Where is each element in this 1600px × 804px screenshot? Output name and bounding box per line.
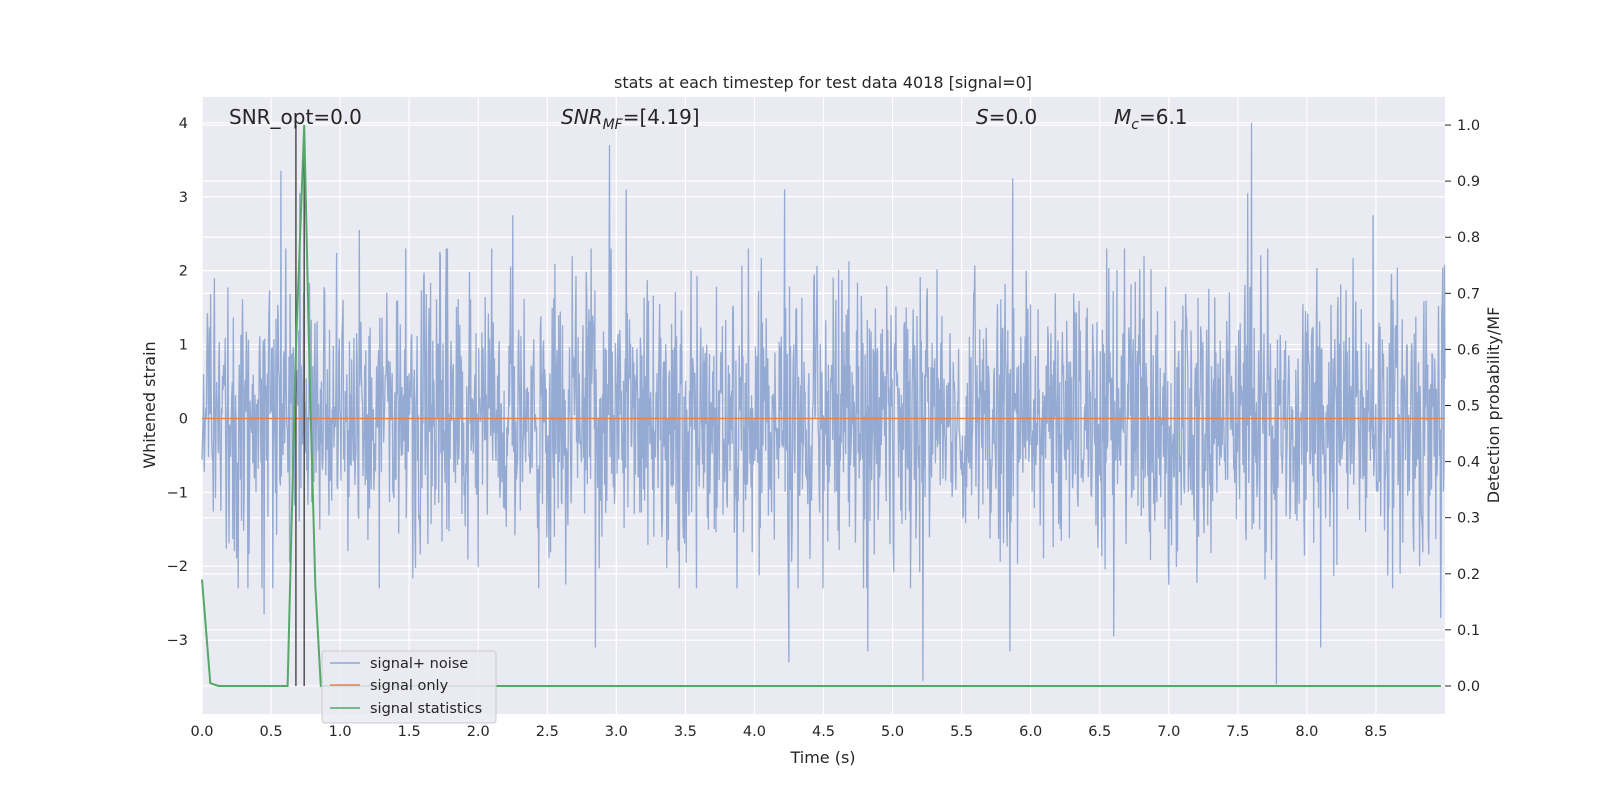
snr-mf-annotation: SNRMF=[4.19] <box>561 105 700 133</box>
x-tick-label: 5.0 <box>881 724 904 740</box>
y2-tick-label: 1.0 <box>1457 118 1480 134</box>
x-tick-label: 8.0 <box>1295 724 1318 740</box>
s-symbol: S <box>976 105 989 129</box>
y2-tick-label: 0.3 <box>1457 511 1480 527</box>
signal-statistics-line <box>201 124 1441 687</box>
mc-subscript: c <box>1131 117 1139 133</box>
x-tick-label: 7.5 <box>1226 724 1249 740</box>
legend-label-noise: signal+ noise <box>370 656 468 672</box>
y-tick-label: 2 <box>179 264 188 280</box>
series-layer <box>201 122 1446 687</box>
grid-lines <box>201 97 1445 714</box>
y2-tick-label: 0.7 <box>1457 286 1480 302</box>
x-tick-label: 8.5 <box>1364 724 1387 740</box>
y-axis-label: Whitened strain <box>140 341 159 468</box>
y2-tick-label: 0.1 <box>1457 623 1480 639</box>
y-tick-label: 4 <box>179 116 188 132</box>
legend-label-signal-only: signal only <box>370 678 449 694</box>
y-tick-label: −2 <box>167 559 188 575</box>
vertical-markers <box>295 125 305 686</box>
y-tick-label: 1 <box>179 338 188 354</box>
x-tick-label: 2.5 <box>536 724 559 740</box>
y2-tick-label: 0.4 <box>1457 455 1480 471</box>
legend: signal+ noise signal only signal statist… <box>321 650 497 724</box>
y2-tick-label: 0.9 <box>1457 174 1480 190</box>
y-tick-label: −3 <box>167 633 188 649</box>
y2-tick-label: 0.5 <box>1457 399 1480 415</box>
y2-tick-label: 0.2 <box>1457 567 1480 583</box>
y-tick-label: 3 <box>179 190 188 206</box>
mc-symbol: M <box>1114 105 1131 129</box>
chart-title: stats at each timestep for test data 401… <box>614 73 1032 92</box>
y-tick-label: 0 <box>179 411 188 427</box>
mc-annotation: Mc=6.1 <box>1114 105 1188 133</box>
s-annotation: S=0.0 <box>976 105 1037 129</box>
snr-opt-annotation: SNR_opt=0.0 <box>229 105 362 129</box>
y2-tick-label: 0.8 <box>1457 230 1480 246</box>
x-tick-label: 6.0 <box>1019 724 1042 740</box>
mc-value: =6.1 <box>1139 105 1188 129</box>
x-tick-label: 5.5 <box>950 724 973 740</box>
x-tick-label: 1.5 <box>398 724 421 740</box>
y-tick-label: −1 <box>167 485 188 501</box>
x-tick-label: 3.5 <box>674 724 697 740</box>
snr-mf-symbol: SNR <box>561 105 603 129</box>
y2-tick-label: 0.6 <box>1457 342 1480 358</box>
x-tick-label: 4.5 <box>812 724 835 740</box>
x-tick-label: 1.0 <box>329 724 352 740</box>
x-tick-label: 4.0 <box>743 724 766 740</box>
legend-box <box>321 650 497 724</box>
y2-tick-label: 0.0 <box>1457 679 1480 695</box>
x-tick-label: 0.5 <box>260 724 283 740</box>
y2-axis-label: Detection probability/MF <box>1484 307 1503 504</box>
x-tick-label: 7.0 <box>1157 724 1180 740</box>
snr-mf-value: =[4.19] <box>623 105 700 129</box>
x-tick-label: 2.0 <box>467 724 490 740</box>
signal-plus-noise-line <box>201 122 1446 685</box>
x-axis-label: Time (s) <box>789 748 855 767</box>
x-tick-label: 0.0 <box>190 724 213 740</box>
legend-label-signal-statistics: signal statistics <box>370 701 482 717</box>
x-tick-label: 3.0 <box>605 724 628 740</box>
x-tick-label: 6.5 <box>1088 724 1111 740</box>
tick-layer: 0.0 0.5 1.0 1.5 2.0 2.5 3.0 3.5 4.0 4.5 5.0 5.5 6.0 6… <box>167 116 1480 740</box>
snr-mf-subscript: MF <box>603 117 624 133</box>
s-value: =0.0 <box>989 105 1038 129</box>
